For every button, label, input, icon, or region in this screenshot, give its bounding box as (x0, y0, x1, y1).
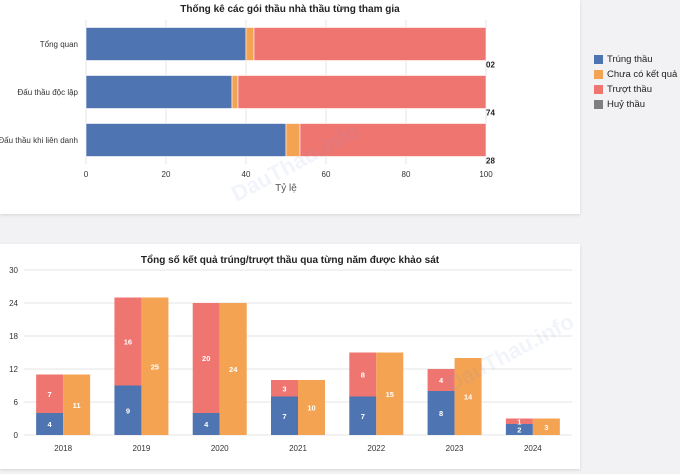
bar-2024-chua (532, 418, 560, 435)
bar-2023-truot (427, 369, 455, 391)
bar-tong-quan-truot (253, 27, 487, 61)
legend: Trúng thầu Chưa có kết quả Trượt thầu Hu… (594, 52, 680, 112)
data-label-2018-trung: 4 (48, 420, 53, 429)
data-label-2020-truot: 20 (202, 354, 210, 363)
bar-2018-truot (36, 374, 64, 413)
legend-label-trung: Trúng thầu (607, 54, 653, 65)
data-label-2021-trung: 7 (282, 412, 286, 421)
legend-item-huy[interactable]: Huỷ thầu (594, 97, 680, 112)
bar-2018-trung (36, 413, 64, 435)
bar-2023-trung (427, 391, 455, 435)
legend-item-chua[interactable]: Chưa có kết quả (594, 67, 680, 82)
x-tick-label-2024: 2024 (524, 444, 542, 453)
data-label-2024-truot: 1 (517, 417, 521, 426)
x-tick-label-2018: 2018 (54, 444, 72, 453)
yearly-results-card: Tổng số kết quả trúng/trượt thầu qua từn… (0, 244, 580, 469)
legend-label-chua: Chưa có kết quả (607, 69, 678, 80)
tender-ratio-chart: Thống kê các gói thầu nhà thầu từng tham… (0, 3, 495, 194)
category-label-dau-thau-doc-lap: Đấu thầu độc lập (18, 88, 79, 97)
x-tick-label-2019: 2019 (133, 444, 151, 453)
bar-2019-chua (141, 297, 169, 435)
data-label-2020-trung: 4 (204, 420, 209, 429)
data-label-2024-trung: 2 (517, 426, 521, 435)
bar-dau-thau-doc-lap-trung (85, 75, 233, 109)
data-label-2023-trung: 8 (439, 409, 443, 418)
y-tick-label-12: 12 (9, 365, 18, 374)
legend-swatch-trung (594, 55, 603, 64)
x-axis-label: Tỷ lệ (275, 182, 297, 194)
bar-end-label-dau-thau-khi-lien-danh: 28 (486, 157, 495, 166)
data-label-2018-chua: 11 (73, 401, 81, 410)
y-tick-label-0: 0 (14, 431, 19, 440)
bar-2024-truot (505, 418, 533, 424)
y-tick-label-18: 18 (9, 332, 18, 341)
bar-dau-thau-doc-lap-chua (231, 75, 239, 109)
data-label-2021-truot: 3 (282, 384, 286, 393)
x-tick-label-20: 20 (162, 170, 171, 179)
chart1-title: Thống kê các gói thầu nhà thầu từng tham… (180, 3, 400, 15)
data-label-2020-chua: 24 (229, 365, 238, 374)
data-label-2023-truot: 4 (439, 376, 444, 385)
bar-2020-chua (219, 303, 247, 435)
bar-2021-truot (271, 380, 298, 397)
x-tick-label-2022: 2022 (367, 444, 385, 453)
bar-2020-truot (192, 303, 220, 413)
bar-dau-thau-khi-lien-danh-chua (285, 123, 301, 157)
data-label-2019-trung: 9 (126, 406, 130, 415)
tender-ratio-card: Thống kê các gói thầu nhà thầu từng tham… (0, 0, 580, 214)
data-label-2021-chua: 10 (307, 404, 315, 413)
category-label-tong-quan: Tổng quan (40, 40, 78, 49)
chart2-title: Tổng số kết quả trúng/trượt thầu qua từn… (141, 254, 440, 266)
x-tick-label-100: 100 (479, 170, 493, 179)
x-tick-label-0: 0 (84, 170, 89, 179)
x-tick-label-2023: 2023 (446, 444, 464, 453)
y-tick-label-6: 6 (14, 398, 19, 407)
data-label-2023-chua: 14 (464, 393, 473, 402)
bar-2024-trung (505, 424, 533, 435)
bar-2022-trung (349, 396, 377, 435)
legend-swatch-chua (594, 70, 603, 79)
bar-2021-trung (271, 396, 298, 435)
x-tick-label-60: 60 (322, 170, 331, 179)
x-tick-label-2020: 2020 (211, 444, 229, 453)
y-tick-label-24: 24 (9, 299, 18, 308)
data-label-2019-chua: 25 (151, 362, 159, 371)
bar-dau-thau-doc-lap-truot (237, 75, 487, 109)
legend-item-trung[interactable]: Trúng thầu (594, 52, 680, 67)
legend-item-truot[interactable]: Trượt thầu (594, 82, 680, 97)
x-tick-label-2021: 2021 (289, 444, 307, 453)
yearly-results-chart: Tổng số kết quả trúng/trượt thầu qua từn… (9, 254, 572, 453)
x-tick-label-40: 40 (242, 170, 251, 179)
data-label-2018-truot: 7 (48, 390, 52, 399)
data-label-2024-chua: 3 (544, 423, 548, 432)
data-label-2022-trung: 7 (361, 412, 365, 421)
bar-end-label-dau-thau-doc-lap: 74 (486, 109, 495, 118)
bar-2019-truot (114, 297, 142, 386)
data-label-2022-truot: 8 (361, 371, 365, 380)
bar-2019-trung (114, 385, 142, 435)
legend-label-huy: Huỷ thầu (607, 99, 646, 110)
data-label-2019-truot: 16 (124, 338, 132, 347)
bar-dau-thau-khi-lien-danh-trung (85, 123, 287, 157)
data-label-2022-chua: 15 (386, 390, 394, 399)
bar-2020-trung (192, 413, 220, 435)
legend-swatch-truot (594, 85, 603, 94)
legend-label-truot: Trượt thầu (607, 84, 652, 95)
bar-2018-chua (63, 374, 91, 435)
bar-tong-quan-chua (245, 27, 255, 61)
y-tick-label-30: 30 (9, 266, 18, 275)
bar-2023-chua (454, 358, 482, 435)
bar-2021-chua (298, 380, 325, 435)
bar-tong-quan-trung (85, 27, 247, 61)
bar-dau-thau-khi-lien-danh-truot (299, 123, 487, 157)
category-label-dau-thau-khi-lien-danh: Đấu thầu khi liên danh (0, 136, 78, 145)
x-tick-label-80: 80 (402, 170, 411, 179)
legend-swatch-huy (594, 100, 603, 109)
bar-end-label-tong-quan: 02 (486, 61, 495, 70)
bar-2022-chua (376, 352, 404, 435)
bar-2022-truot (349, 352, 377, 397)
